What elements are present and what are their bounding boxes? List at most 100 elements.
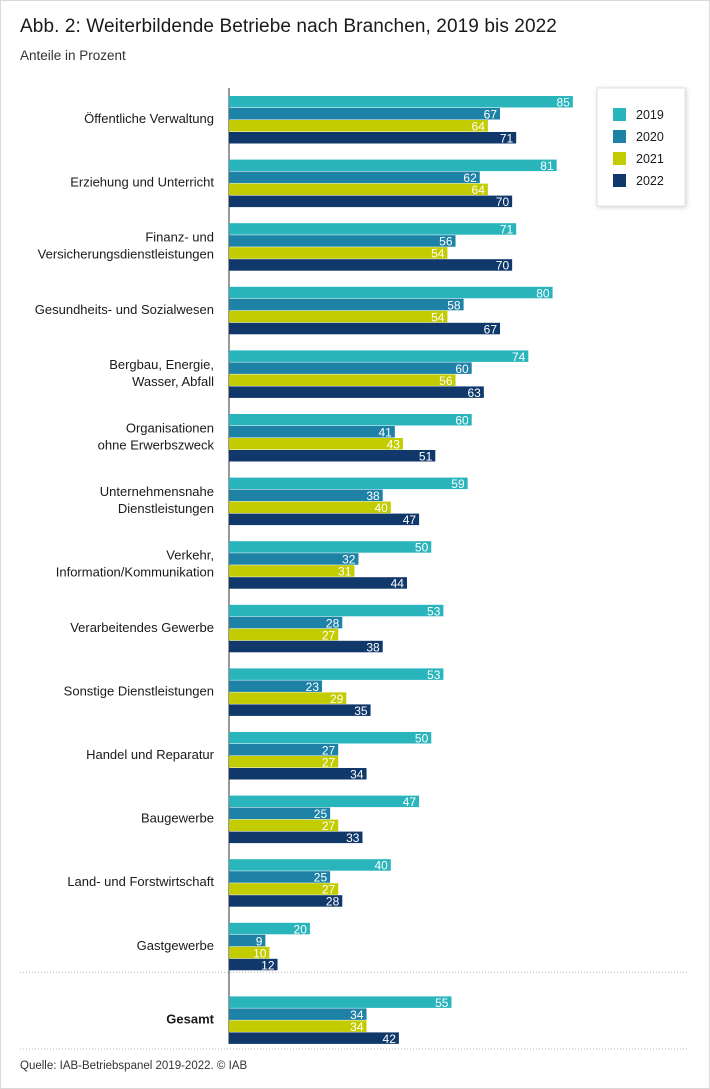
bar-2022: [229, 513, 420, 526]
data-label: 23: [306, 680, 320, 694]
bar-2022: [229, 895, 343, 907]
data-label: 34: [350, 768, 364, 782]
bar-2020: [229, 553, 359, 565]
bar-2019: [229, 286, 553, 299]
chart-title: Abb. 2: Weiterbildende Betriebe nach Bra…: [20, 16, 557, 37]
data-label: 41: [378, 426, 392, 440]
bar-2019: [229, 795, 420, 808]
data-label: 40: [374, 501, 388, 515]
data-label: 20: [294, 922, 308, 936]
data-label: 31: [338, 565, 352, 579]
bar-2021: [229, 120, 488, 132]
data-label: 81: [540, 159, 554, 173]
category-label: Bergbau, Energie,: [109, 357, 214, 372]
data-label: 64: [472, 120, 486, 134]
bar-2022: [229, 958, 278, 971]
data-label: 25: [314, 871, 328, 885]
bar-2022: [229, 704, 371, 716]
category-label: Gesundheits- und Sozialwesen: [35, 302, 214, 317]
bar-2020: [229, 934, 266, 947]
bar-2021: [229, 310, 448, 323]
bar-2020: [229, 298, 464, 311]
data-label: 27: [322, 744, 336, 758]
data-label: 47: [403, 513, 417, 527]
category-label: Sonstige Dienstleistungen: [64, 683, 214, 698]
bar-2022: [229, 640, 383, 653]
bar-2022: [229, 386, 484, 398]
data-label: 33: [346, 831, 360, 845]
bar-2020: [229, 871, 331, 883]
bar-2020: [229, 1008, 367, 1020]
bar-2022: [229, 322, 501, 335]
legend-swatch-2020: [613, 130, 626, 143]
data-label: 42: [383, 1032, 397, 1046]
bar-2021: [229, 628, 339, 641]
data-label: 62: [463, 171, 477, 185]
category-label: Wasser, Abfall: [132, 374, 214, 389]
bar-2020: [229, 744, 339, 756]
data-label: 10: [253, 946, 267, 960]
data-label: 35: [354, 704, 368, 718]
bar-2021: [229, 692, 347, 704]
data-label: 67: [484, 108, 498, 122]
data-label: 38: [366, 640, 380, 654]
data-label: 58: [447, 298, 461, 312]
legend-label: 2019: [636, 108, 664, 122]
bar-2021: [229, 374, 456, 386]
category-label: Finanz- und: [145, 230, 214, 245]
data-label: 74: [512, 350, 526, 364]
bar-2021: [229, 946, 270, 959]
legend-swatch-2021: [613, 152, 626, 165]
data-label: 43: [387, 438, 401, 452]
bar-2019: [229, 350, 529, 362]
bar-2020: [229, 489, 383, 502]
data-label: 50: [415, 541, 429, 555]
bar-2021: [229, 247, 448, 259]
bar-2021: [229, 438, 403, 450]
category-label: ohne Erwerbszweck: [98, 438, 215, 453]
category-label: Gesamt: [166, 1011, 214, 1026]
data-label: 53: [427, 604, 441, 618]
data-label: 70: [496, 195, 510, 209]
data-label: 29: [330, 692, 344, 706]
bar-2019: [229, 859, 391, 871]
data-label: 60: [455, 362, 469, 376]
data-label: 60: [455, 414, 469, 428]
category-label: Gastgewerbe: [137, 938, 214, 953]
bar-2022: [229, 259, 513, 271]
bar-2019: [229, 668, 444, 680]
data-label: 54: [431, 247, 445, 261]
data-label: 44: [391, 577, 405, 591]
legend-label: 2020: [636, 130, 664, 144]
data-label: 27: [322, 756, 336, 770]
data-label: 32: [342, 553, 356, 567]
chart-subtitle: Anteile in Prozent: [20, 48, 126, 63]
bar-2022: [229, 195, 513, 208]
bar-2022: [229, 831, 363, 844]
category-label: Land- und Forstwirtschaft: [67, 874, 214, 889]
bar-2020: [229, 426, 395, 438]
data-label: 27: [322, 819, 336, 833]
data-label: 54: [431, 310, 445, 324]
data-label: 50: [415, 732, 429, 746]
data-label: 53: [427, 668, 441, 682]
category-label: Handel und Reparatur: [86, 747, 215, 762]
data-label: 12: [261, 958, 275, 972]
bar-2019: [229, 414, 472, 426]
category-label: Öffentliche Verwaltung: [84, 111, 214, 126]
data-label: 34: [350, 1008, 364, 1022]
bar-2019: [229, 922, 310, 935]
category-label: Erziehung und Unterricht: [70, 175, 214, 190]
bar-2022: [229, 132, 517, 144]
data-label: 47: [403, 795, 417, 809]
category-label: Information/Kommunikation: [56, 565, 214, 580]
data-label: 85: [556, 96, 570, 110]
data-label: 56: [439, 235, 453, 249]
data-label: 28: [326, 895, 340, 909]
data-label: 27: [322, 883, 336, 897]
category-label: Verkehr,: [166, 548, 214, 563]
bar-2019: [229, 604, 444, 617]
data-label: 71: [500, 132, 514, 146]
bar-2019: [229, 477, 468, 490]
category-label: Organisationen: [126, 421, 214, 436]
